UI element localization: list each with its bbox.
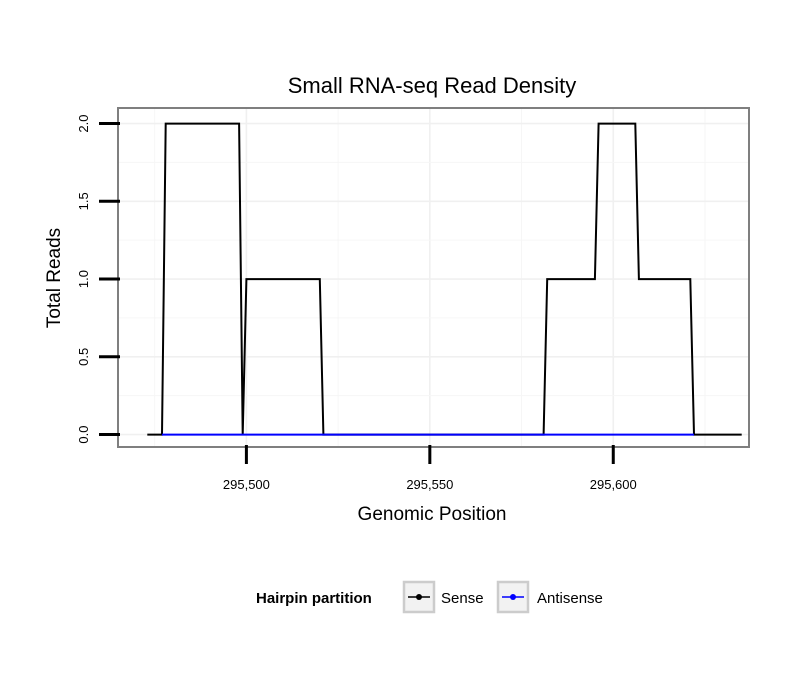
plot-background <box>118 108 749 447</box>
legend-item-antisense: Antisense <box>496 580 603 614</box>
legend-title: Hairpin partition <box>256 590 372 607</box>
y-tick-label: 1.0 <box>76 270 91 288</box>
x-tick-label: 295,500 <box>223 477 270 492</box>
y-tick-label: 0.0 <box>76 426 91 444</box>
x-axis-title: Genomic Position <box>358 504 507 525</box>
chart-title: Small RNA-seq Read Density <box>288 73 577 98</box>
y-axis-title: Total Reads <box>44 228 65 328</box>
legend-point-antisense <box>510 594 516 600</box>
y-tick-label: 1.5 <box>76 192 91 210</box>
legend: Hairpin partition Sense Antisense <box>256 580 603 614</box>
legend-item-sense: Sense <box>402 580 484 614</box>
legend-label-sense: Sense <box>441 590 484 607</box>
axis-ticks: 295,500 295,550 295,600 0.0 0.5 1.0 1.5 2.0 <box>76 115 637 492</box>
plot-panel <box>118 108 749 447</box>
x-tick-label: 295,600 <box>590 477 637 492</box>
plot-border <box>117 107 750 448</box>
legend-label-antisense: Antisense <box>537 590 603 607</box>
series-lines <box>147 122 742 436</box>
y-tick-label: 2.0 <box>76 115 91 133</box>
legend-point-sense <box>416 594 422 600</box>
x-tick-label: 295,550 <box>406 477 453 492</box>
y-tick-label: 0.5 <box>76 348 91 366</box>
